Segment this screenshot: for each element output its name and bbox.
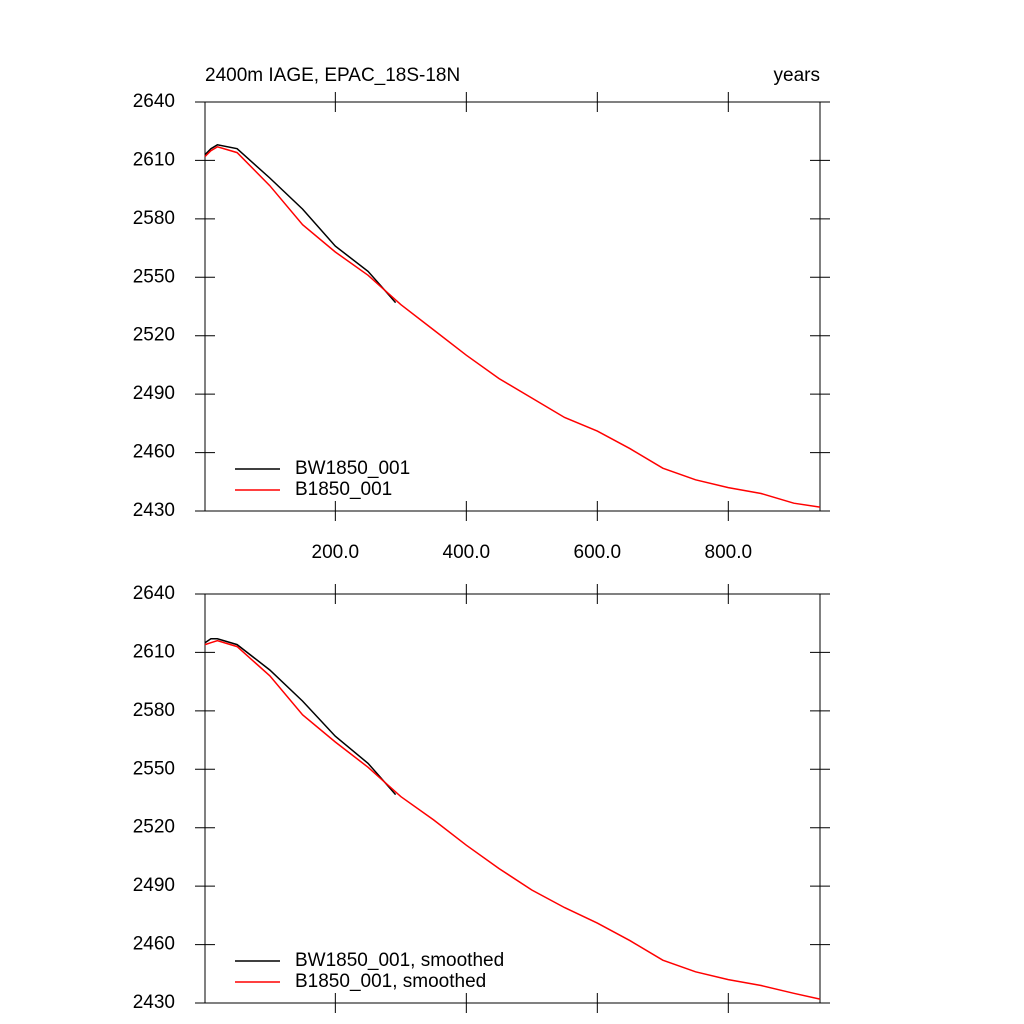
y-tick-label: 2610 [133, 149, 175, 170]
data-line [204, 639, 821, 1000]
y-tick-label: 2580 [133, 208, 175, 229]
plot-frame [204, 101, 821, 512]
x-tick-label: 600.0 [574, 542, 622, 563]
y-tick-label: 2460 [133, 442, 175, 463]
x-tick-label: 200.0 [312, 542, 360, 563]
x-tick-label: 400.0 [443, 542, 491, 563]
legend-label: B1850_001 [295, 479, 392, 500]
y-tick-label: 2640 [133, 91, 175, 112]
x-tick-label: 800.0 [705, 542, 753, 563]
right-string: years [774, 65, 820, 86]
plot-frame [204, 593, 821, 1004]
legend-label: BW1850_001, smoothed [295, 950, 504, 971]
y-tick-label: 2490 [133, 383, 175, 404]
y-tick-label: 2520 [133, 817, 175, 838]
chart-title: 2400m IAGE, EPAC_18S-18N [205, 65, 460, 86]
y-tick-label: 2490 [133, 875, 175, 896]
y-tick-label: 2520 [133, 325, 175, 346]
y-tick-label: 2640 [133, 583, 175, 604]
y-tick-label: 2430 [133, 500, 175, 521]
y-tick-label: 2550 [133, 758, 175, 779]
y-tick-label: 2550 [133, 266, 175, 287]
data-line [204, 145, 821, 508]
data-line [204, 144, 397, 304]
y-tick-label: 2430 [133, 992, 175, 1013]
y-tick-label: 2580 [133, 700, 175, 721]
y-tick-label: 2460 [133, 934, 175, 955]
legend-label: B1850_001, smoothed [295, 971, 486, 992]
data-line [204, 638, 397, 796]
legend-label: BW1850_001 [295, 458, 410, 479]
y-tick-label: 2610 [133, 641, 175, 662]
